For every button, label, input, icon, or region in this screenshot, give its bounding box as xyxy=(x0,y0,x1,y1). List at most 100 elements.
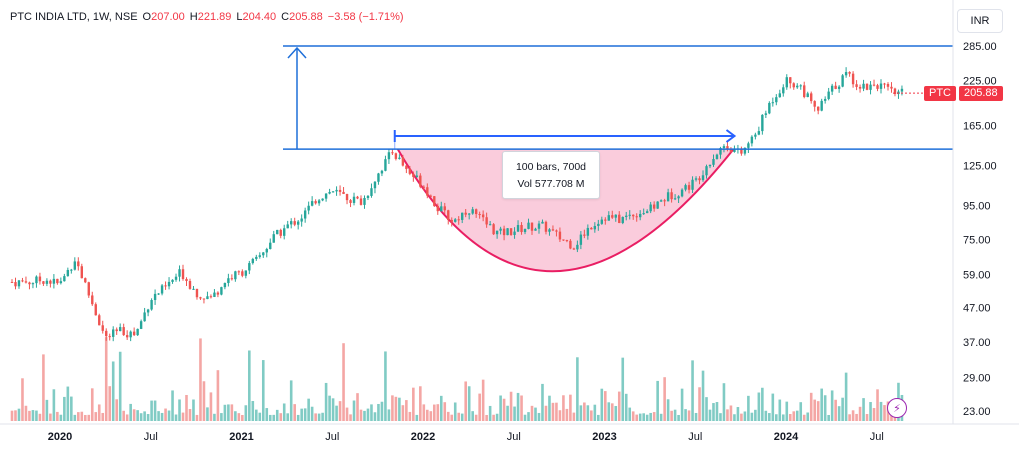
candle xyxy=(792,82,795,90)
volume-bar xyxy=(823,395,827,421)
symbol-line: PTC INDIA LTD, 1W, NSE xyxy=(10,11,138,23)
last-price-badge: PTC 205.88 xyxy=(924,86,1003,101)
volume-bar xyxy=(499,395,502,421)
volume-bar xyxy=(31,410,35,421)
candle xyxy=(527,218,530,230)
candle xyxy=(105,328,108,341)
volume-bar xyxy=(858,406,862,421)
volume-bar xyxy=(342,343,345,421)
candle xyxy=(454,218,457,223)
candle xyxy=(590,227,593,230)
candle xyxy=(192,285,195,290)
volume-bar xyxy=(394,396,398,421)
candle xyxy=(10,279,14,283)
candle xyxy=(342,187,345,195)
candle xyxy=(869,81,872,95)
candle xyxy=(223,282,227,290)
price-tick-label: 59.00 xyxy=(963,269,991,281)
candle xyxy=(262,251,265,258)
candle xyxy=(227,273,230,287)
last-price-label: 205.88 xyxy=(959,86,1003,101)
volume-bar xyxy=(143,411,146,421)
volume-bar xyxy=(600,388,604,421)
volume-bar xyxy=(157,411,160,421)
candle xyxy=(112,326,115,342)
volume-bar xyxy=(513,406,516,421)
volume-bar xyxy=(153,400,157,421)
ohlc-change: −3.58 (−1.71%) xyxy=(327,11,404,23)
candle xyxy=(837,85,841,93)
volume-bar xyxy=(345,407,349,421)
volume-bar xyxy=(387,409,391,421)
volume-bar xyxy=(216,370,220,421)
volume-bar xyxy=(558,410,562,421)
volume-bar xyxy=(199,338,202,421)
volume-bar xyxy=(59,414,63,421)
volume-bar xyxy=(415,414,419,421)
volume-bar xyxy=(638,413,642,421)
time-tick-label: 2024 xyxy=(774,431,799,443)
candle xyxy=(481,210,485,222)
volume-bar xyxy=(111,361,115,421)
date-range-measure[interactable] xyxy=(393,129,737,150)
candle xyxy=(310,196,314,207)
candle xyxy=(823,96,827,104)
candle xyxy=(569,239,572,250)
candle xyxy=(509,228,513,236)
volume-bar xyxy=(439,395,443,421)
candle xyxy=(659,199,663,202)
volume-bar xyxy=(516,392,520,421)
candle xyxy=(492,223,495,235)
volume-bar xyxy=(509,391,513,421)
candle xyxy=(754,132,757,140)
candle xyxy=(331,191,335,193)
vertical-measure-arrow[interactable] xyxy=(287,46,307,150)
volume-bar xyxy=(195,414,199,421)
volume-bar xyxy=(569,394,572,421)
volume-bar xyxy=(90,388,94,421)
candle xyxy=(136,328,139,336)
volume-bar xyxy=(24,405,28,421)
volume-bar xyxy=(377,403,380,421)
volume-bar xyxy=(597,414,600,421)
volume-bar xyxy=(551,402,555,421)
candle xyxy=(157,293,160,295)
candle xyxy=(893,87,897,97)
volume-bar xyxy=(146,414,150,421)
candle xyxy=(303,207,307,223)
volume-bar xyxy=(555,402,558,421)
volume-bar xyxy=(453,402,457,421)
candle xyxy=(474,208,478,218)
volume-bar xyxy=(502,398,506,421)
volume-bar xyxy=(813,399,816,421)
volume-bar xyxy=(604,391,607,421)
price-tick-label: 29.00 xyxy=(963,372,991,384)
volume-bar xyxy=(750,412,754,421)
volume-bar xyxy=(747,395,750,421)
candle xyxy=(139,319,143,330)
volume-bar xyxy=(139,413,143,421)
candle xyxy=(398,154,401,160)
candle xyxy=(296,219,300,230)
volume-bar xyxy=(17,408,21,421)
lightning-icon[interactable]: ⚡ xyxy=(887,398,907,418)
candle xyxy=(548,228,551,236)
candle xyxy=(673,194,677,201)
candle xyxy=(150,298,153,311)
volume-bars xyxy=(10,337,904,421)
candle xyxy=(307,201,310,215)
volume-bar xyxy=(244,405,248,421)
candle xyxy=(387,148,391,164)
volume-bar xyxy=(384,351,387,421)
volume-bar xyxy=(851,410,855,421)
volume-bar xyxy=(726,409,729,421)
ticker-symbol-label: PTC xyxy=(924,86,956,101)
currency-button[interactable]: INR xyxy=(957,9,1003,33)
volume-bar xyxy=(781,414,785,421)
volume-bar xyxy=(792,411,796,421)
volume-bar xyxy=(523,414,527,421)
candle xyxy=(84,277,87,284)
volume-bar xyxy=(419,386,422,421)
candle xyxy=(283,224,286,240)
